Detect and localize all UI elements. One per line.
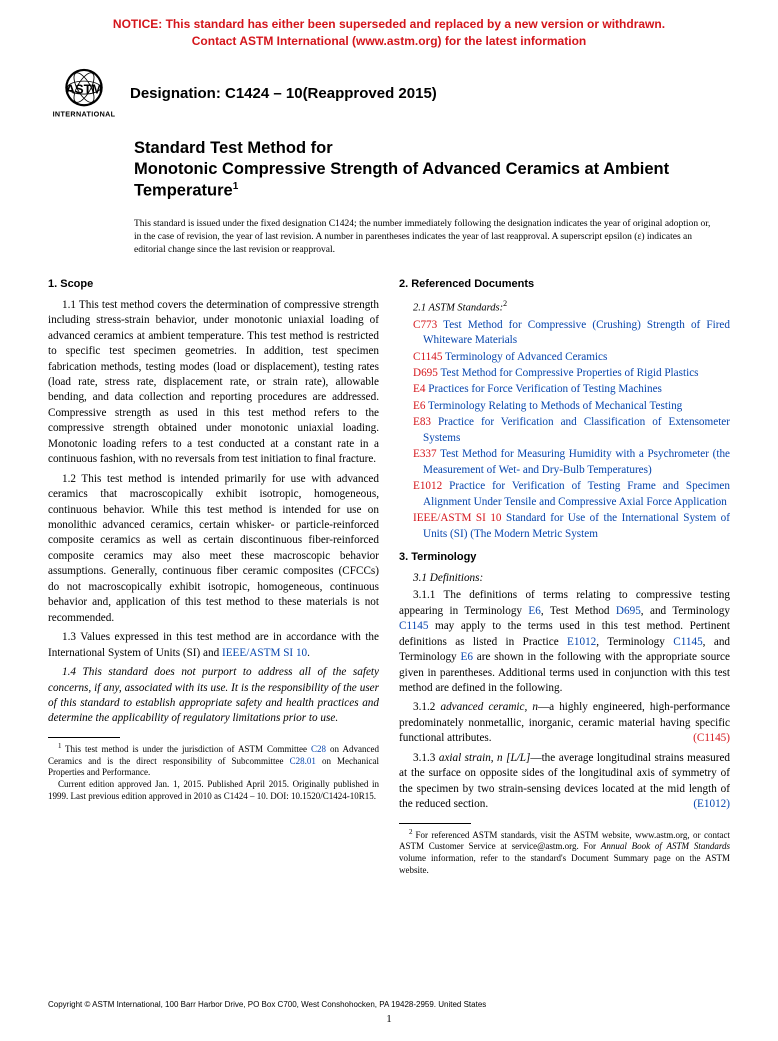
link-c28[interactable]: C28 [311,744,326,754]
link-ieee-si10[interactable]: IEEE/ASTM SI 10 [222,647,307,659]
scope-1.4: 1.4 This standard does not purport to ad… [48,665,379,727]
term-3.1.3: 3.1.3 axial strain, n [L/L]—the average … [399,751,730,813]
columns: 1. Scope 1.1 This test method covers the… [0,269,778,877]
term-3.1.1: 3.1.1 The definitions of terms relating … [399,588,730,696]
left-column: 1. Scope 1.1 This test method covers the… [48,271,379,877]
notice-line2: Contact ASTM International (www.astm.org… [192,34,586,48]
footnote-1b: Current edition approved Jan. 1, 2015. P… [48,779,379,802]
title-line2: Monotonic Compressive Strength of Advanc… [134,159,718,202]
scope-head: 1. Scope [48,277,379,292]
refs-sub: 2.1 ASTM Standards:2 [399,298,730,316]
ref-item[interactable]: E1012 Practice for Verification of Testi… [399,479,730,510]
footnote-rule-left [48,737,120,738]
term-sub: 3.1 Definitions: [399,571,730,586]
link-e6[interactable]: E6 [528,605,540,617]
term-head: 3. Terminology [399,550,730,565]
refs-list: C773 Test Method for Compressive (Crushi… [399,318,730,542]
ref-item[interactable]: E83 Practice for Verification and Classi… [399,415,730,446]
link-c28.01[interactable]: C28.01 [290,756,316,766]
astm-logo: ASTM INTERNATIONAL [48,66,120,120]
copyright: Copyright © ASTM International, 100 Barr… [48,1000,486,1011]
link-d695[interactable]: D695 [616,605,641,617]
page-number: 1 [0,1012,778,1027]
title-block: Standard Test Method for Monotonic Compr… [0,124,778,213]
title-line1: Standard Test Method for [134,138,718,159]
ref-item[interactable]: E6 Terminology Relating to Methods of Me… [399,399,730,414]
term-3.1.2: 3.1.2 advanced ceramic, n—a highly engin… [399,700,730,746]
scope-1.1: 1.1 This test method covers the determin… [48,298,379,468]
notice-line1: NOTICE: This standard has either been su… [113,17,665,31]
ref-item[interactable]: C773 Test Method for Compressive (Crushi… [399,318,730,349]
refs-head: 2. Referenced Documents [399,277,730,292]
issuance-note: This standard is issued under the fixed … [0,212,778,268]
svg-text:ASTM: ASTM [66,81,103,96]
ref-item[interactable]: D695 Test Method for Compressive Propert… [399,366,730,381]
scope-1.3: 1.3 Values expressed in this test method… [48,630,379,661]
scope-1.2: 1.2 This test method is intended primari… [48,472,379,627]
ref-c1145-right: (C1145) [679,731,730,746]
footnote-2: 2 For referenced ASTM standards, visit t… [399,828,730,877]
link-c1145[interactable]: C1145 [399,620,428,632]
ref-item[interactable]: IEEE/ASTM SI 10 Standard for Use of the … [399,511,730,542]
svg-text:INTERNATIONAL: INTERNATIONAL [53,109,116,118]
designation: Designation: C1424 – 10(Reapproved 2015) [130,80,437,104]
notice-banner: NOTICE: This standard has either been su… [0,0,778,58]
ref-item[interactable]: E4 Practices for Force Verification of T… [399,382,730,397]
ref-e1012-right: (E1012) [679,797,730,812]
footnote-rule-right [399,823,471,824]
right-column: 2. Referenced Documents 2.1 ASTM Standar… [399,271,730,877]
ref-item[interactable]: E337 Test Method for Measuring Humidity … [399,447,730,478]
link-e1012[interactable]: E1012 [567,636,596,648]
footnote-1: 1 This test method is under the jurisdic… [48,742,379,779]
header-row: ASTM INTERNATIONAL Designation: C1424 – … [0,58,778,124]
ref-item[interactable]: C1145 Terminology of Advanced Ceramics [399,350,730,365]
